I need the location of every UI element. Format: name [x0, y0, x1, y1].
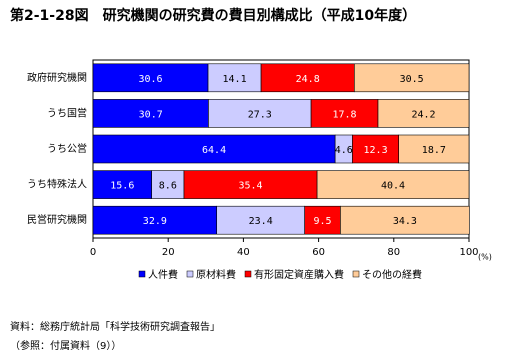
- value-label: 27.3: [248, 109, 272, 120]
- bar-segment: [207, 63, 262, 93]
- bar-segment: [352, 134, 399, 164]
- legend-label: その他の経費: [362, 268, 422, 281]
- x-tick-label: 60: [312, 247, 325, 258]
- bar-segment: [92, 170, 152, 199]
- bar-segment: [354, 63, 470, 93]
- x-tick-label: 20: [162, 247, 175, 258]
- category-label: 政府研究機関: [27, 71, 87, 84]
- bar-segment: [260, 63, 355, 93]
- bar-segment: [92, 63, 209, 93]
- value-label: 32.9: [143, 216, 167, 227]
- bar-segment: [92, 205, 218, 235]
- value-label: 35.4: [238, 181, 262, 192]
- chart-title: 第2-1-28図 研究機関の研究費の費目別構成比（平成10年度）: [10, 7, 416, 24]
- x-tick-label: 80: [387, 247, 400, 258]
- legend-label: 原材料費: [196, 268, 236, 281]
- source-note: 資料：総務庁統計局「科学技術研究調査報告」: [10, 320, 220, 333]
- value-label: 14.1: [223, 74, 247, 85]
- bar-segment: [316, 170, 470, 199]
- bar-segment: [208, 99, 312, 128]
- legend-label: 人件費: [148, 268, 178, 281]
- bar-segment: [377, 99, 470, 128]
- bar-segment: [92, 99, 209, 128]
- legend-swatch: [352, 270, 360, 278]
- bar-segment: [216, 205, 305, 235]
- legend-swatch: [138, 270, 146, 278]
- value-label: 12.3: [364, 145, 388, 156]
- reference-note: （参照：付属資料（9））: [10, 339, 121, 352]
- value-label: 40.4: [381, 181, 405, 192]
- x-tick-label: 0: [90, 247, 96, 258]
- category-label: うち国営: [47, 106, 87, 119]
- category-label: 民営研究機関: [27, 213, 87, 226]
- x-tick-label: 100: [459, 247, 478, 258]
- value-label: 18.7: [422, 145, 446, 156]
- bar-segment: [340, 205, 470, 235]
- value-label: 4.6: [335, 145, 353, 156]
- bar-segment: [92, 134, 336, 164]
- category-label: うち特殊法人: [27, 178, 87, 191]
- value-label: 24.8: [296, 74, 320, 85]
- legend-swatch: [186, 270, 194, 278]
- value-label: 30.5: [400, 74, 424, 85]
- x-unit: (%): [478, 253, 492, 262]
- legend-swatch: [244, 270, 252, 278]
- category-label: うち公営: [47, 142, 87, 155]
- value-label: 15.6: [110, 181, 134, 192]
- bar-segment: [310, 99, 379, 128]
- legend-label: 有形固定資産購入費: [254, 268, 344, 281]
- bar-segment: [151, 170, 185, 199]
- value-label: 24.2: [411, 109, 435, 120]
- x-tick-label: 40: [237, 247, 250, 258]
- value-label: 34.3: [393, 216, 417, 227]
- value-label: 9.5: [314, 216, 332, 227]
- value-label: 8.6: [159, 181, 177, 192]
- value-label: 17.8: [332, 109, 356, 120]
- value-label: 64.4: [202, 145, 226, 156]
- value-label: 30.6: [138, 74, 162, 85]
- value-label: 23.4: [249, 216, 273, 227]
- value-label: 30.7: [139, 109, 163, 120]
- bar-segment: [398, 134, 470, 164]
